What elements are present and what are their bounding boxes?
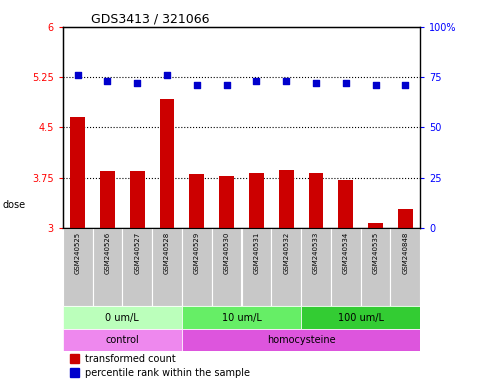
Text: GSM240531: GSM240531 <box>254 232 259 275</box>
Point <box>163 72 171 78</box>
Bar <box>242 228 271 306</box>
Bar <box>219 176 234 228</box>
Point <box>312 80 320 86</box>
Text: GSM240532: GSM240532 <box>283 232 289 274</box>
Bar <box>182 306 301 329</box>
Text: 0 um/L: 0 um/L <box>105 313 139 323</box>
Point <box>401 82 409 88</box>
Text: percentile rank within the sample: percentile rank within the sample <box>85 367 250 377</box>
Text: 100 um/L: 100 um/L <box>338 313 384 323</box>
Bar <box>63 228 93 306</box>
Bar <box>301 306 420 329</box>
Text: transformed count: transformed count <box>85 354 176 364</box>
Bar <box>182 228 212 306</box>
Text: GSM240529: GSM240529 <box>194 232 200 274</box>
Bar <box>70 354 79 363</box>
Text: dose: dose <box>2 200 26 210</box>
Point <box>74 72 82 78</box>
Text: GSM240527: GSM240527 <box>134 232 140 274</box>
Text: GDS3413 / 321066: GDS3413 / 321066 <box>91 13 210 26</box>
Bar <box>309 173 324 228</box>
Bar <box>152 228 182 306</box>
Bar <box>338 180 353 228</box>
Bar <box>130 171 145 228</box>
Bar <box>70 118 85 228</box>
Text: GSM240525: GSM240525 <box>75 232 81 274</box>
Text: GSM240530: GSM240530 <box>224 232 229 275</box>
Point <box>104 78 112 84</box>
Text: GSM240533: GSM240533 <box>313 232 319 275</box>
Bar <box>398 209 413 228</box>
Text: homocysteine: homocysteine <box>267 335 335 345</box>
Point <box>223 82 230 88</box>
Bar <box>361 228 390 306</box>
Bar <box>122 228 152 306</box>
Text: GSM240848: GSM240848 <box>402 232 408 275</box>
Bar <box>159 99 174 228</box>
Point <box>282 78 290 84</box>
Bar <box>70 368 79 377</box>
Point <box>372 82 380 88</box>
Text: 10 um/L: 10 um/L <box>222 313 261 323</box>
Bar <box>271 228 301 306</box>
Text: GSM240534: GSM240534 <box>343 232 349 274</box>
Bar <box>249 173 264 228</box>
Bar <box>390 228 420 306</box>
Bar <box>63 306 182 329</box>
Bar <box>368 223 383 228</box>
Bar <box>189 174 204 228</box>
Point <box>193 82 201 88</box>
Bar <box>100 171 115 228</box>
Text: control: control <box>105 335 139 345</box>
Bar <box>331 228 361 306</box>
Bar <box>279 170 294 228</box>
Bar <box>212 228 242 306</box>
Bar <box>182 329 420 351</box>
Text: GSM240526: GSM240526 <box>104 232 111 274</box>
Bar <box>63 329 182 351</box>
Bar <box>301 228 331 306</box>
Point <box>342 80 350 86</box>
Bar <box>93 228 122 306</box>
Text: GSM240535: GSM240535 <box>372 232 379 274</box>
Text: GSM240528: GSM240528 <box>164 232 170 274</box>
Point <box>133 80 141 86</box>
Point <box>253 78 260 84</box>
